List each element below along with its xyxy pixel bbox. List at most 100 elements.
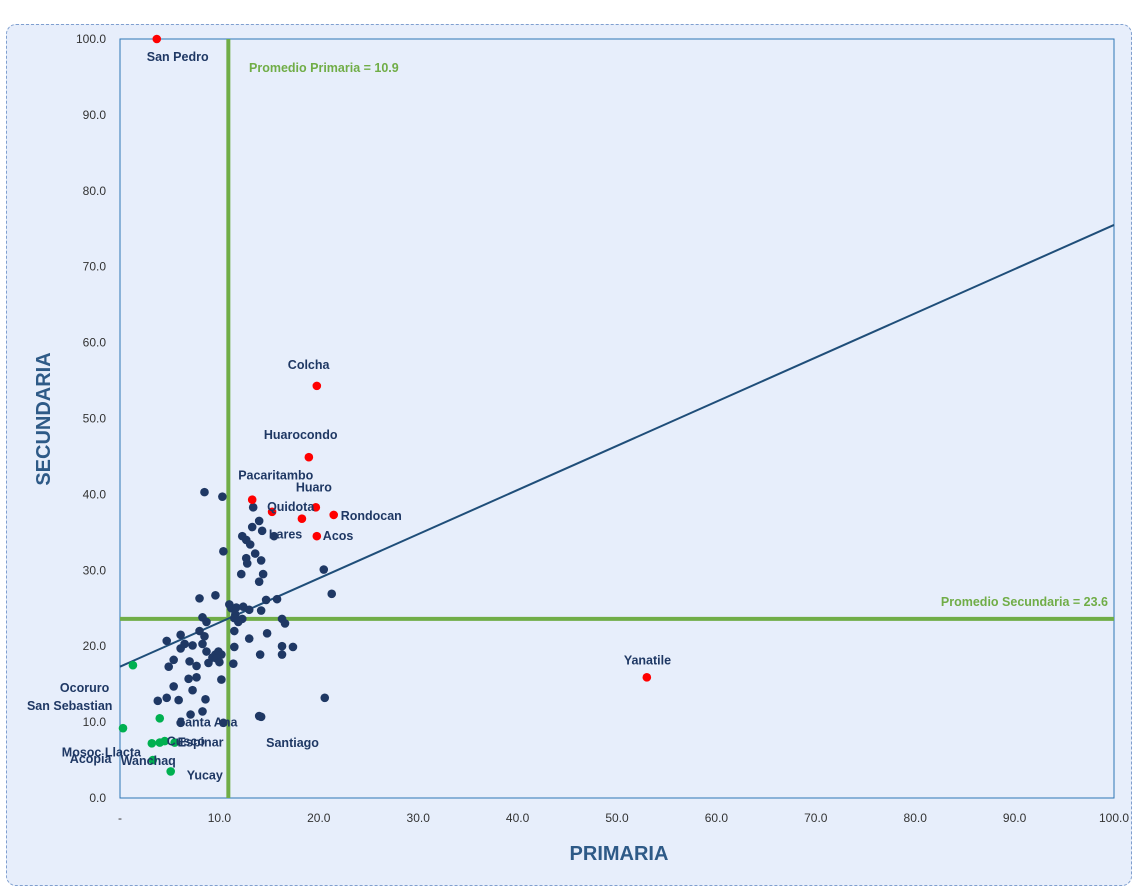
data-point bbox=[176, 718, 185, 728]
point-label: Quidota bbox=[267, 500, 315, 514]
data-point bbox=[219, 718, 228, 728]
data-point bbox=[261, 595, 271, 605]
point-label: Lares bbox=[269, 528, 302, 542]
x-axis-title: PRIMARIA bbox=[570, 843, 669, 865]
data-point bbox=[169, 655, 178, 665]
y-tick-label: 80.0 bbox=[83, 184, 107, 198]
data-point bbox=[176, 630, 185, 640]
point-label: Wanchaq bbox=[121, 754, 176, 768]
x-tick-label: 100.0 bbox=[1099, 811, 1129, 825]
data-point bbox=[162, 636, 172, 646]
data-point bbox=[204, 658, 213, 668]
data-point bbox=[184, 674, 193, 684]
data-point-espinar bbox=[170, 738, 179, 747]
y-tick-label: 40.0 bbox=[83, 487, 107, 501]
data-point bbox=[277, 641, 287, 651]
data-point bbox=[176, 644, 185, 653]
data-point bbox=[218, 492, 227, 501]
point-label: Yucay bbox=[187, 768, 223, 782]
point-label: Yanatile bbox=[624, 653, 671, 667]
data-point bbox=[320, 693, 330, 703]
data-point bbox=[186, 710, 195, 719]
data-point-acopia bbox=[148, 755, 158, 765]
x-tick-label: 30.0 bbox=[407, 811, 431, 825]
data-point bbox=[236, 569, 246, 579]
data-point-wanchaq bbox=[160, 736, 170, 746]
y-tick-label: 100.0 bbox=[76, 32, 106, 46]
data-point bbox=[211, 591, 220, 600]
data-point bbox=[195, 594, 204, 603]
chart-area bbox=[6, 24, 1132, 886]
data-point-santiago bbox=[256, 712, 266, 722]
data-point-santa-ana bbox=[155, 714, 165, 723]
data-point-yucay bbox=[166, 767, 175, 776]
data-point bbox=[230, 626, 239, 636]
x-tick-label: 70.0 bbox=[804, 811, 828, 825]
labels-layer: San Pedro Colcha Huarocondo Pacaritambo Quid… bbox=[27, 50, 671, 782]
data-point bbox=[162, 693, 172, 703]
data-point-san-pedro bbox=[152, 34, 162, 44]
y-tick-label: 10.0 bbox=[83, 715, 107, 729]
x-tick-label: 50.0 bbox=[605, 811, 629, 825]
data-point bbox=[256, 606, 266, 615]
data-point bbox=[244, 605, 254, 615]
point-label: Huarocondo bbox=[264, 428, 338, 442]
y-tick-label: 60.0 bbox=[83, 336, 107, 350]
data-point bbox=[153, 696, 163, 706]
point-label: Pacaritambo bbox=[238, 469, 313, 483]
data-point bbox=[202, 647, 211, 656]
y-tick-label: 0.0 bbox=[89, 791, 106, 805]
data-point-pacaritambo bbox=[247, 495, 257, 505]
data-point bbox=[244, 634, 254, 643]
y-tick-label: 30.0 bbox=[83, 563, 107, 577]
data-point bbox=[327, 589, 337, 599]
point-label: Acopia bbox=[70, 752, 113, 766]
data-point bbox=[188, 685, 197, 695]
data-point-huarocondo bbox=[304, 452, 314, 462]
data-point bbox=[185, 657, 194, 666]
point-label: Santa Ana bbox=[177, 715, 239, 729]
data-point-ocoruro bbox=[128, 660, 138, 670]
x-tick-label: 90.0 bbox=[1003, 811, 1027, 825]
data-point bbox=[288, 642, 298, 652]
data-point bbox=[215, 657, 224, 667]
data-point bbox=[229, 659, 238, 668]
data-point-rondocan bbox=[329, 510, 339, 520]
point-label: Espinar bbox=[178, 736, 224, 750]
data-point-san-sebastian bbox=[118, 723, 128, 733]
data-point bbox=[200, 487, 209, 497]
data-point bbox=[255, 650, 265, 659]
avg-secundaria-label: Promedio Secundaria = 23.6 bbox=[941, 595, 1108, 609]
data-point bbox=[254, 577, 264, 586]
y-tick-label: 50.0 bbox=[83, 412, 107, 426]
avg-primaria-label: Promedio Primaria = 10.9 bbox=[249, 61, 399, 75]
data-point bbox=[258, 569, 268, 579]
y-tick-label: 70.0 bbox=[83, 260, 107, 274]
data-point bbox=[277, 650, 287, 659]
plot-border bbox=[119, 38, 1115, 799]
data-point bbox=[262, 628, 272, 638]
x-tick-label: 40.0 bbox=[506, 811, 530, 825]
data-point-mosoc-llacta bbox=[147, 739, 157, 748]
x-tick-label: 20.0 bbox=[307, 811, 331, 825]
data-point bbox=[272, 594, 282, 604]
data-point bbox=[245, 540, 255, 549]
data-point bbox=[217, 675, 226, 684]
data-point bbox=[230, 642, 239, 652]
ticks-layer: - 10.0 20.0 30.0 40.0 50.0 60.0 70.0 80.0 90.0 100… bbox=[76, 32, 1129, 825]
data-point bbox=[201, 695, 210, 704]
marks-layer bbox=[118, 34, 1115, 799]
point-label: Cusco bbox=[167, 735, 206, 749]
data-point bbox=[174, 695, 183, 705]
data-point bbox=[188, 641, 197, 650]
data-point bbox=[242, 559, 252, 568]
y-tick-label: 90.0 bbox=[83, 108, 107, 122]
data-point-yanatile bbox=[642, 673, 652, 682]
point-label: San Sebastian bbox=[27, 699, 112, 713]
x-tick-label: 10.0 bbox=[208, 811, 232, 825]
y-axis-title: SECUNDARIA bbox=[33, 352, 55, 485]
point-label: Huaro bbox=[296, 480, 332, 494]
point-label: Colcha bbox=[288, 358, 331, 372]
data-point bbox=[254, 516, 264, 526]
